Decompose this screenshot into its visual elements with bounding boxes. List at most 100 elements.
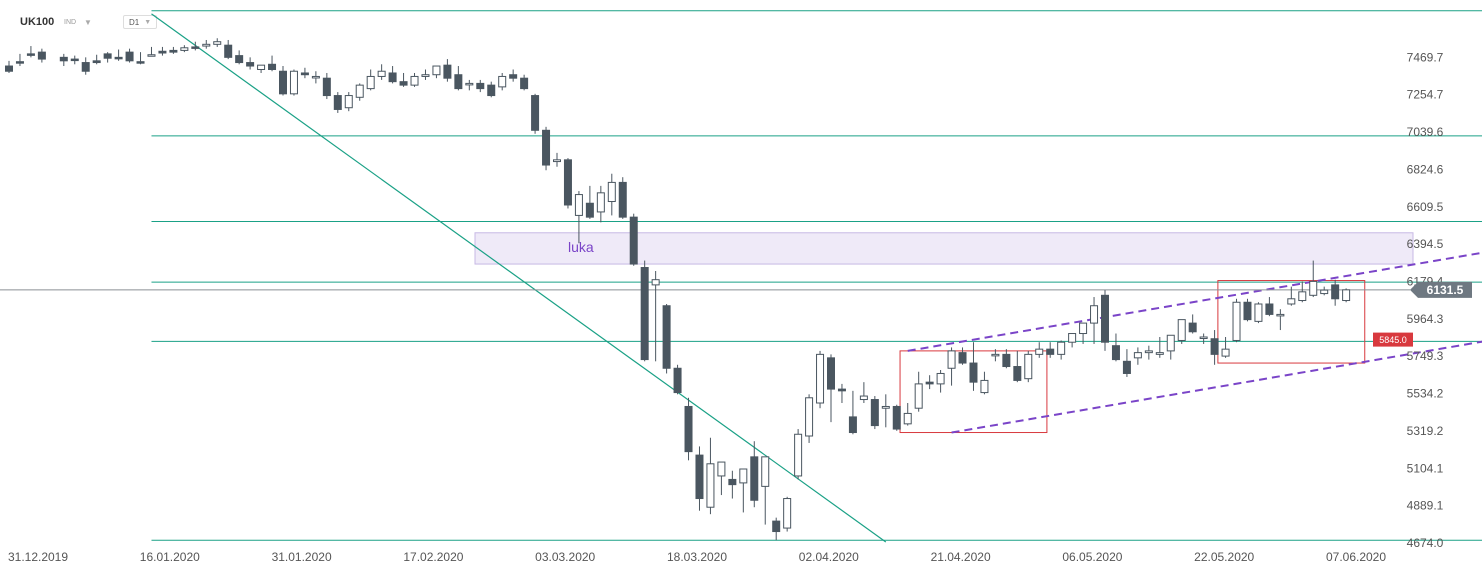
timeframe-label: D1 (129, 17, 140, 27)
candle-body (125, 51, 134, 62)
x-tick-label: 17.02.2020 (403, 550, 463, 564)
candle-body (421, 74, 430, 77)
candle-body (498, 75, 507, 88)
candle-body (136, 61, 145, 64)
candle-body (859, 395, 868, 401)
candle-body (366, 75, 375, 90)
y-tick-label: 5319.2 (1407, 424, 1444, 438)
candle-body (618, 181, 627, 218)
x-tick-label: 06.05.2020 (1062, 550, 1122, 564)
candle-body (1057, 341, 1066, 355)
symbol-dropdown-icon[interactable]: ▼ (84, 17, 92, 27)
level-marker-badge (1373, 332, 1413, 347)
candle-body (673, 367, 682, 394)
x-tick-label: 22.05.2020 (1194, 550, 1254, 564)
candle-body (1046, 348, 1055, 355)
candle-body (257, 64, 266, 71)
candle-body (1122, 360, 1131, 374)
y-tick-label: 6824.6 (1407, 162, 1444, 176)
candle-body (1210, 338, 1219, 355)
candle-body (903, 412, 912, 425)
candle-body (1013, 366, 1022, 381)
market-label: IND (64, 18, 77, 26)
candle-body (607, 181, 616, 203)
gap-zone (474, 232, 1414, 265)
current-price-label: 6131.5 (1427, 283, 1464, 297)
symbol-label[interactable]: UK100 (20, 16, 55, 28)
candle-body (289, 70, 298, 95)
candle-body (322, 77, 331, 97)
x-tick-label: 16.01.2020 (140, 550, 200, 564)
candle-body (487, 84, 496, 97)
candle-body (1155, 352, 1164, 355)
x-tick-label: 31.12.2019 (8, 550, 68, 564)
pattern-box (1217, 280, 1366, 364)
candle-body (870, 399, 879, 427)
y-tick-label: 5749.3 (1407, 349, 1444, 363)
candle-body (728, 478, 737, 486)
candle-body (1166, 334, 1175, 352)
candle-body (925, 381, 934, 385)
candle-body (355, 84, 364, 98)
y-tick-label: 4674.0 (1407, 536, 1444, 550)
candle-body (585, 202, 594, 218)
candle-body (1331, 284, 1340, 300)
channel-upper-line (907, 251, 1482, 352)
gap-label: luka (568, 239, 594, 255)
current-price-badge (1410, 281, 1472, 298)
candle-body (881, 405, 890, 409)
candle-body (443, 64, 452, 79)
candle-body (1309, 280, 1318, 296)
candle-body (333, 95, 342, 110)
candle-body (706, 463, 715, 508)
y-tick-label: 4889.1 (1407, 499, 1444, 513)
candle-body (26, 53, 35, 56)
candle-body (662, 305, 671, 369)
candle-body (816, 353, 825, 404)
x-tick-label: 07.06.2020 (1326, 550, 1386, 564)
candle-body (5, 65, 13, 72)
candle-body (224, 44, 233, 58)
candle-body (465, 82, 474, 86)
candle-body (772, 520, 781, 533)
y-tick-label: 7039.6 (1407, 125, 1444, 139)
candle-body (213, 41, 222, 45)
y-tick-label: 7254.7 (1407, 88, 1444, 102)
candle-body (837, 388, 846, 392)
candle-body (37, 51, 46, 60)
y-tick-label: 6609.5 (1407, 200, 1444, 214)
candle-body (969, 362, 978, 383)
candle-body (684, 405, 693, 453)
x-tick-label: 02.04.2020 (799, 550, 859, 564)
candle-body (1002, 353, 1011, 368)
candle-body (92, 60, 101, 64)
candle-body (596, 192, 605, 213)
candle-body (1101, 294, 1109, 343)
candle-body (739, 468, 748, 484)
candle-body (794, 433, 803, 477)
candle-body (202, 43, 211, 47)
candle-body (1111, 345, 1120, 361)
candle-body (235, 55, 244, 64)
candle-body (1276, 313, 1285, 317)
candle-body (509, 74, 518, 79)
candle-body (1133, 352, 1142, 359)
candle-body (1144, 350, 1153, 354)
candle-body (531, 95, 540, 131)
candle-body (300, 72, 309, 76)
candle-body (81, 62, 90, 72)
candle-body (848, 416, 857, 434)
timeframe-selector[interactable]: D1 ▼ (123, 15, 157, 29)
candle-body (1265, 303, 1274, 315)
candle-body (750, 456, 759, 501)
candle-body (454, 74, 463, 90)
candle-body (476, 82, 485, 90)
candle-body (1090, 305, 1099, 324)
candle-body (1079, 322, 1088, 335)
candle-body (651, 279, 660, 286)
x-tick-label: 03.03.2020 (535, 550, 595, 564)
y-tick-label: 5534.2 (1407, 387, 1444, 401)
candle-body (1199, 336, 1208, 339)
candle-body (1024, 353, 1033, 380)
